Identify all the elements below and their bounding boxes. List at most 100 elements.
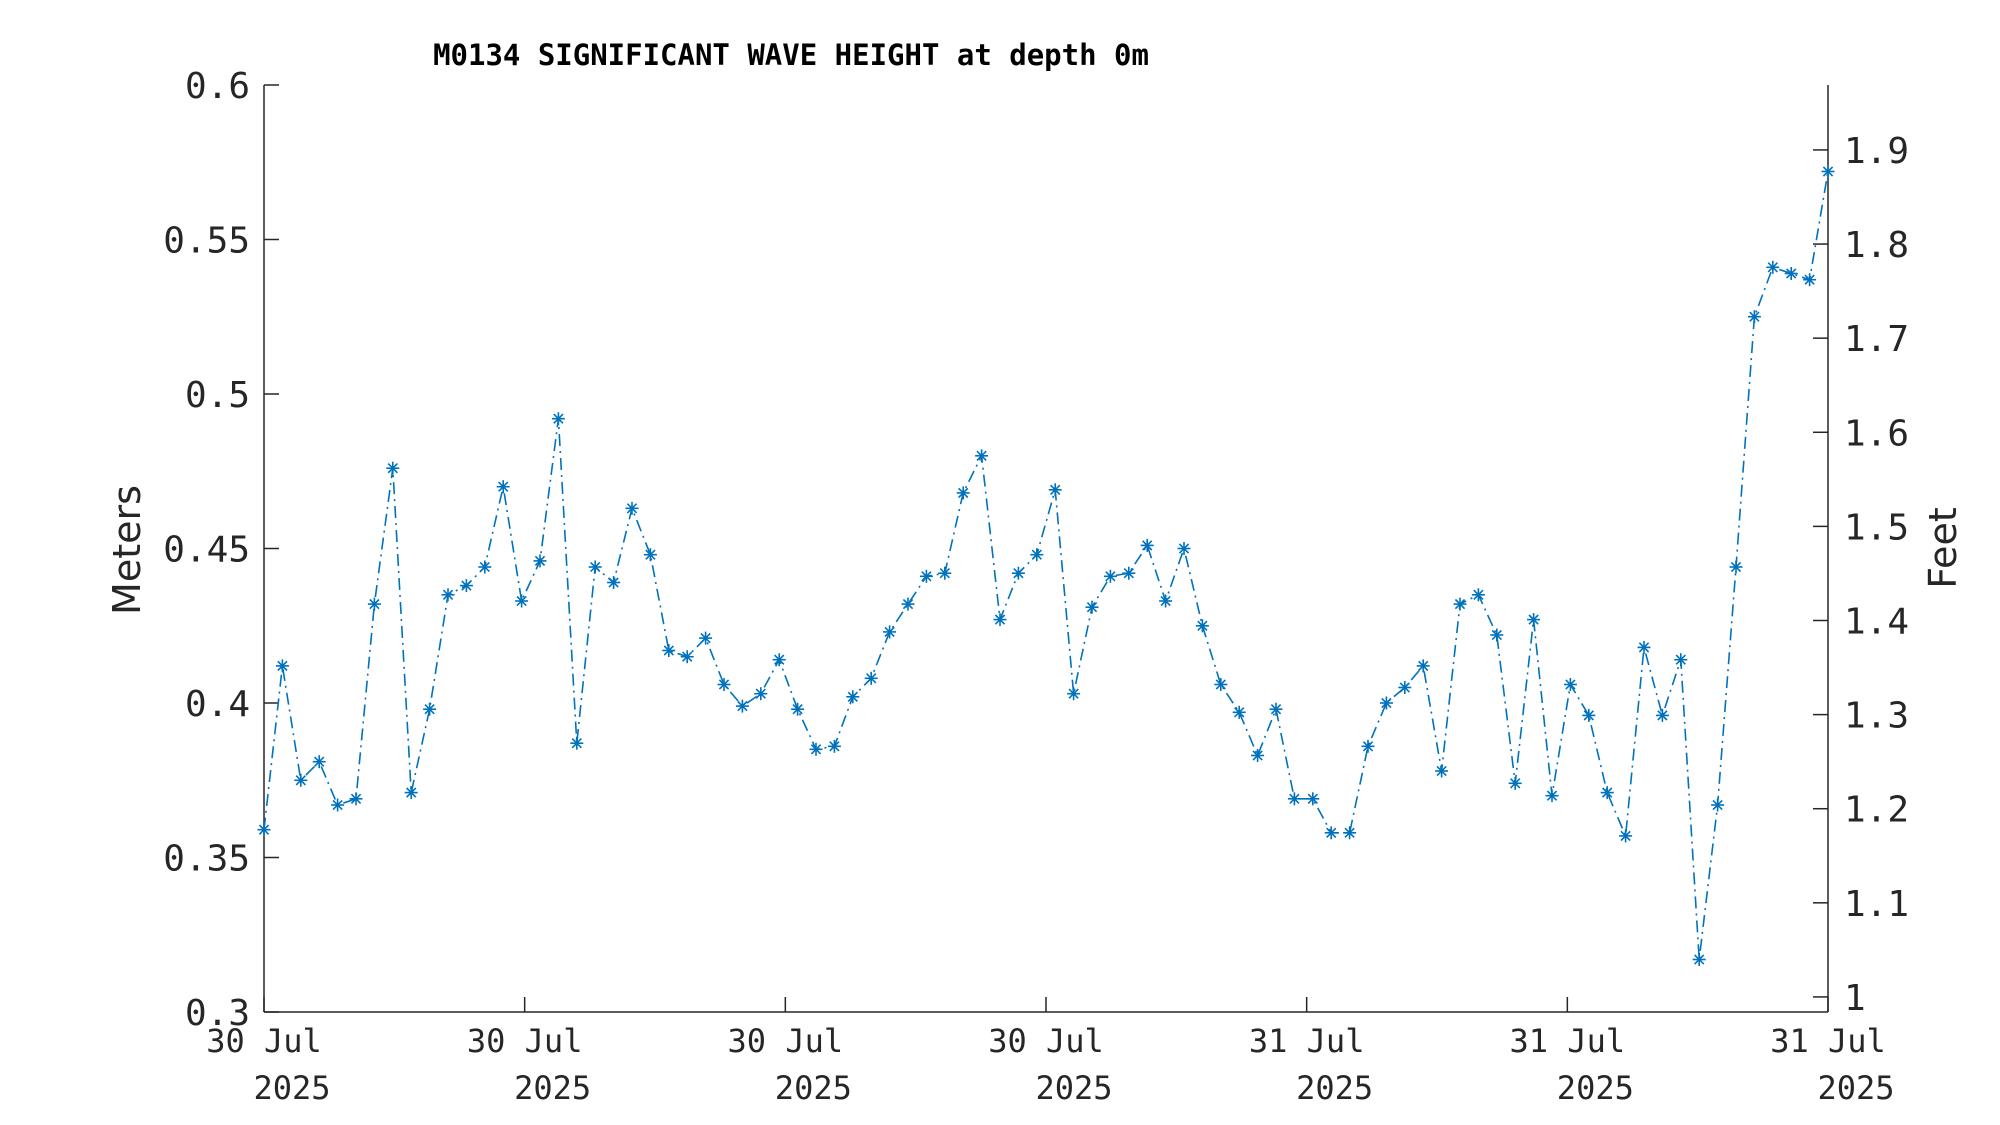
- data-point: [901, 597, 915, 611]
- y2-tick-label: 1.8: [1844, 225, 1909, 266]
- y2-tick-label: 1.5: [1844, 507, 1909, 548]
- data-point: [1140, 538, 1154, 552]
- data-point: [423, 702, 437, 716]
- y2-axis-label: Feet: [1921, 507, 1965, 588]
- y2-tick-label: 1.4: [1844, 601, 1909, 642]
- y2-tick-label: 1: [1844, 978, 1866, 1019]
- data-point: [1379, 696, 1393, 710]
- data-point: [1232, 705, 1246, 719]
- x-tick-label-year: 2025: [1035, 1069, 1112, 1107]
- data-point: [1324, 826, 1338, 840]
- x-tick-label-year: 2025: [1557, 1069, 1634, 1107]
- x-tick-label-day: 30 Jul: [728, 1022, 844, 1060]
- data-point: [1527, 613, 1541, 627]
- x-tick-label-day: 30 Jul: [467, 1022, 583, 1060]
- data-point: [349, 792, 363, 806]
- data-point: [1177, 542, 1191, 555]
- data-point: [257, 823, 271, 837]
- data-point: [386, 461, 400, 475]
- data-point: [993, 613, 1007, 627]
- x-tick-label-year: 2025: [1817, 1069, 1894, 1107]
- data-point: [459, 579, 473, 593]
- data-point: [735, 699, 749, 713]
- data-point: [1048, 483, 1062, 497]
- data-point: [919, 569, 933, 583]
- data-point: [441, 588, 455, 602]
- data-point: [1692, 953, 1706, 966]
- data-point: [275, 659, 289, 673]
- data-point: [607, 576, 621, 589]
- data-point: [1195, 619, 1209, 633]
- data-point: [496, 480, 510, 494]
- y2-tick-label: 1.9: [1844, 131, 1909, 172]
- data-point: [1545, 789, 1559, 803]
- data-point: [367, 597, 381, 611]
- x-tick-label-year: 2025: [514, 1069, 591, 1107]
- x-tick-label-day: 31 Jul: [1249, 1022, 1365, 1060]
- data-point: [551, 412, 565, 426]
- data-point: [1085, 600, 1099, 614]
- data-point: [312, 755, 326, 769]
- data-point: [846, 690, 860, 704]
- data-point: [1214, 678, 1228, 691]
- series-line: [263, 171, 1829, 960]
- x-tick-label-day: 31 Jul: [1510, 1022, 1626, 1060]
- data-point: [883, 625, 897, 639]
- data-point: [1637, 640, 1651, 654]
- data-point: [1619, 829, 1633, 843]
- data-point: [938, 566, 952, 580]
- data-point: [588, 560, 602, 574]
- data-point: [1269, 702, 1283, 716]
- x-tick-label-year: 2025: [1296, 1069, 1373, 1107]
- x-tick-label-day: 30 Jul: [988, 1022, 1104, 1060]
- data-point: [1103, 569, 1117, 583]
- data-point: [1343, 826, 1357, 840]
- data-point: [1563, 678, 1577, 691]
- y2-tick-label: 1.2: [1844, 790, 1909, 831]
- y2-tick-label: 1.6: [1844, 413, 1909, 454]
- data-point: [1766, 260, 1780, 274]
- data-point: [1711, 798, 1725, 812]
- data-point: [1821, 165, 1835, 178]
- data-point: [1471, 588, 1485, 602]
- data-point: [864, 671, 878, 685]
- data-point: [1159, 594, 1173, 608]
- data-point: [699, 631, 713, 645]
- x-tick-label-year: 2025: [253, 1069, 330, 1107]
- y2-tick-label: 1.1: [1844, 884, 1909, 925]
- x-tick-label-day: 31 Jul: [1770, 1022, 1886, 1060]
- y-tick-label: 0.6: [185, 66, 250, 107]
- series-layer: [257, 165, 1835, 966]
- data-point: [1674, 653, 1688, 667]
- data-point: [478, 560, 492, 574]
- data-point: [404, 786, 418, 800]
- y-tick-label: 0.55: [163, 221, 250, 262]
- data-point: [1490, 628, 1504, 642]
- data-point: [1287, 792, 1301, 806]
- y-tick-label: 0.35: [163, 839, 250, 880]
- data-point: [1784, 267, 1798, 280]
- x-tick-label-year: 2025: [775, 1069, 852, 1107]
- data-point: [533, 554, 547, 568]
- chart-title: M0134 SIGNIFICANT WAVE HEIGHT at depth 0…: [433, 38, 1149, 72]
- data-point: [1435, 764, 1449, 778]
- data-point: [1122, 566, 1136, 580]
- data-point: [294, 773, 308, 787]
- data-point: [827, 739, 841, 753]
- data-point: [1600, 786, 1614, 800]
- data-point: [1011, 566, 1025, 580]
- y-axis-label: Meters: [105, 485, 149, 615]
- data-point: [1508, 776, 1522, 790]
- data-point: [1803, 273, 1817, 287]
- data-point: [625, 501, 639, 515]
- data-point: [1251, 749, 1265, 762]
- data-point: [772, 653, 786, 667]
- data-point: [717, 678, 731, 691]
- data-point: [570, 736, 584, 750]
- data-point: [791, 702, 805, 716]
- y2-tick-label: 1.7: [1844, 319, 1909, 360]
- y-tick-label: 0.4: [185, 684, 250, 725]
- data-point: [662, 644, 676, 657]
- data-point: [643, 548, 657, 562]
